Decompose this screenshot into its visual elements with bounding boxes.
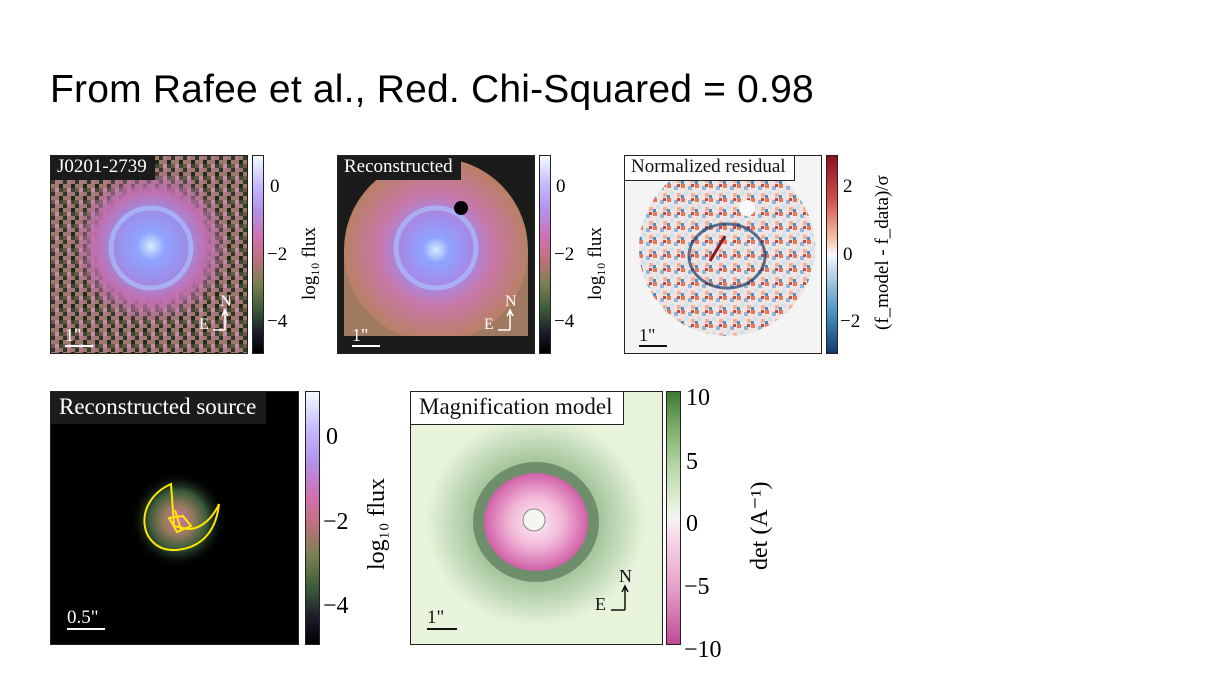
scale-label: 1" [65,325,82,345]
compass-arrows [611,584,629,611]
magnification-map [426,417,646,627]
scale-label: 0.5" [67,607,99,628]
panel-tag: Normalized residual [625,156,795,181]
source-image [130,472,226,568]
compass-arrows [213,308,229,331]
scale-bar: 1" [427,607,457,630]
source-image-panel: Reconstructed source 0.5" [50,391,299,645]
compass-e: E [595,594,606,614]
residual-tick-0: 0 [843,244,853,265]
det-tick-neg5: −5 [684,574,710,600]
residual-tick-neg2: −2 [840,311,861,332]
flux-colorbar-source [305,391,320,645]
panel-tag: Reconstructed source [51,392,267,424]
det-tick-neg10: −10 [684,637,722,663]
panel-tag: Reconstructed [338,156,461,180]
flux-tick-neg2: −2 [267,244,288,265]
residual-tick-2: 2 [843,176,853,197]
compass-arrows [498,308,514,331]
det-colorbar-label: det (A⁻¹) [747,481,773,571]
flux-colorbar-2 [539,155,551,354]
compass-n: N [505,293,517,310]
panel-tag: J0201-2739 [51,156,155,180]
flux-tick-0: 0 [556,176,566,197]
residual-image-panel: Normalized residual 1" [624,155,822,354]
compass-e: E [484,316,494,333]
flux-tick-neg2: −2 [554,244,575,265]
residual-colorbar-label: (f_model - f_data)/σ [872,175,893,330]
flux-colorbar-label-2: log₁₀ flux [585,227,606,300]
scale-label: 1" [427,607,445,628]
flux-tick-0: 0 [270,176,280,197]
flux-colorbar-label-source: log₁₀ flux [364,477,390,570]
residual-colorbar [826,155,838,354]
scale-bar: 0.5" [67,607,105,630]
det-tick-10: 10 [686,385,710,411]
slide-title: From Rafee et al., Red. Chi-Squared = 0.… [50,68,814,111]
flux-tick-neg2: −2 [323,509,349,535]
scale-bar: 1" [352,326,380,347]
det-tick-0: 0 [686,511,698,537]
observed-image-panel: J0201-2739 1" N E [50,155,248,354]
compass-e: E [199,316,209,333]
flux-tick-0: 0 [326,424,338,450]
scale-bar: 1" [639,326,667,347]
scale-label: 1" [352,325,369,345]
observed-image [51,156,247,353]
det-tick-5: 5 [686,449,698,475]
compass-n: N [220,293,232,310]
magnification-panel: Magnification model 1" N E [410,391,663,645]
flux-colorbar-label: log₁₀ flux [299,227,320,300]
reconstructed-image-panel: Reconstructed 1" N E [337,155,535,354]
scale-bar: 1" [65,326,93,347]
flux-tick-neg4: −4 [554,311,575,332]
reconstructed-image [338,158,534,353]
residual-image [639,160,815,336]
flux-tick-neg4: −4 [323,593,349,619]
flux-colorbar [252,155,264,354]
flux-tick-neg4: −4 [267,311,288,332]
compass-n: N [619,566,632,586]
det-colorbar [666,391,681,645]
panel-tag: Magnification model [411,392,624,425]
scale-label: 1" [639,325,656,345]
